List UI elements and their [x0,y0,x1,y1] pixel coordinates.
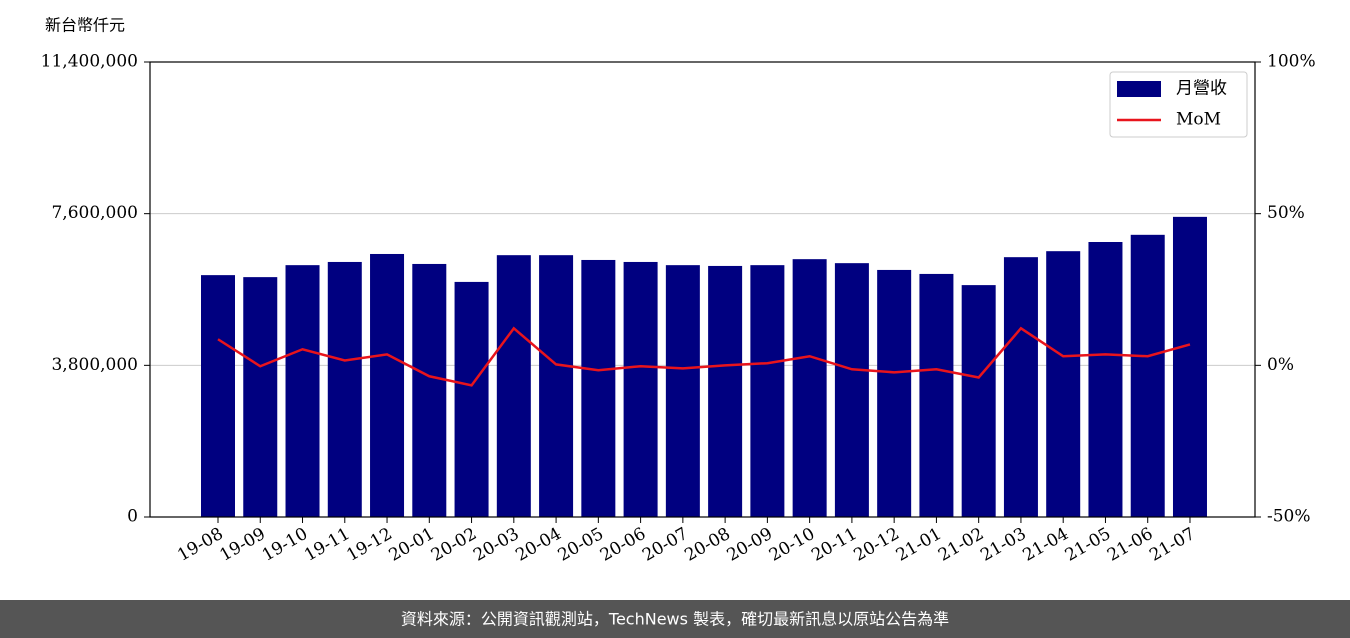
footer-text: 資料來源：公開資訊觀測站，TechNews 製表，確切最新訊息以原站公告為準 [401,610,949,629]
y-axis-label: 新台幣仟元 [45,16,125,35]
x-tick-label: 20-09 [724,524,776,566]
bar [750,265,785,517]
bar [496,255,531,517]
bar [919,273,954,517]
bar [412,263,447,517]
x-tick-label: 21-01 [893,524,945,566]
x-tick-label: 21-02 [935,524,987,566]
bar [1130,234,1165,517]
bar [834,263,869,517]
bar [877,269,912,517]
x-tick-label: 21-06 [1104,524,1156,566]
bar [1172,216,1207,517]
x-tick-label: 20-01 [386,524,438,566]
line [217,326,1191,387]
bar [454,281,489,517]
x-tick-label: 19-10 [259,524,311,566]
y2-tick-label: 0% [1267,355,1294,375]
plot-frame [149,61,1256,518]
x-tick-label: 19-12 [343,524,395,566]
x-tick-label: 20-11 [808,524,860,566]
bar [327,261,362,517]
x-tick-label: 20-04 [512,524,564,566]
bar [961,285,996,517]
x-tick-label: 19-09 [217,524,269,566]
bar [1088,242,1123,517]
y-tick-label: 3,800,000 [51,355,138,375]
x-tick-label: 20-03 [470,524,522,566]
bar [665,265,700,517]
x-tick-label: 20-06 [597,524,649,566]
legend-label: 月營收 [1176,79,1227,99]
bar [285,265,320,517]
y-tick-label: 0 [127,507,138,527]
bar [243,277,278,517]
legend: 月營收 MoM [1109,71,1248,138]
x-tick-label: 19-11 [301,524,353,566]
legend-label: MoM [1176,110,1221,130]
y2-tick-label: -50% [1267,507,1311,527]
x-tick-label: 21-07 [1146,524,1198,566]
x-tick-label: 20-05 [555,524,607,566]
y2-tick-label: 50% [1267,203,1305,223]
x-tick-label: 20-12 [850,524,902,566]
x-tick-label: 20-08 [681,524,733,566]
bar [370,253,405,517]
bar [201,275,235,517]
bar [623,261,658,517]
bar [539,255,574,517]
x-tick-label: 21-04 [1020,524,1072,566]
x-tick-label: 20-02 [428,524,480,566]
footer-bar [0,600,1350,638]
bar [581,259,616,517]
y-tick-label: 11,400,000 [41,52,138,72]
x-tick-label: 20-07 [639,524,691,566]
bar [1046,251,1081,517]
y2-tick-label: 100% [1267,52,1316,72]
legend-swatch [1117,81,1161,97]
x-tick-label: 19-08 [174,524,226,566]
x-tick-label: 21-03 [977,524,1029,566]
bar [708,265,743,517]
x-tick-label: 21-05 [1062,524,1114,566]
bar [792,259,827,517]
bar [1003,257,1038,517]
x-tick-label: 20-10 [766,524,818,566]
y-tick-label: 7,600,000 [51,203,138,223]
